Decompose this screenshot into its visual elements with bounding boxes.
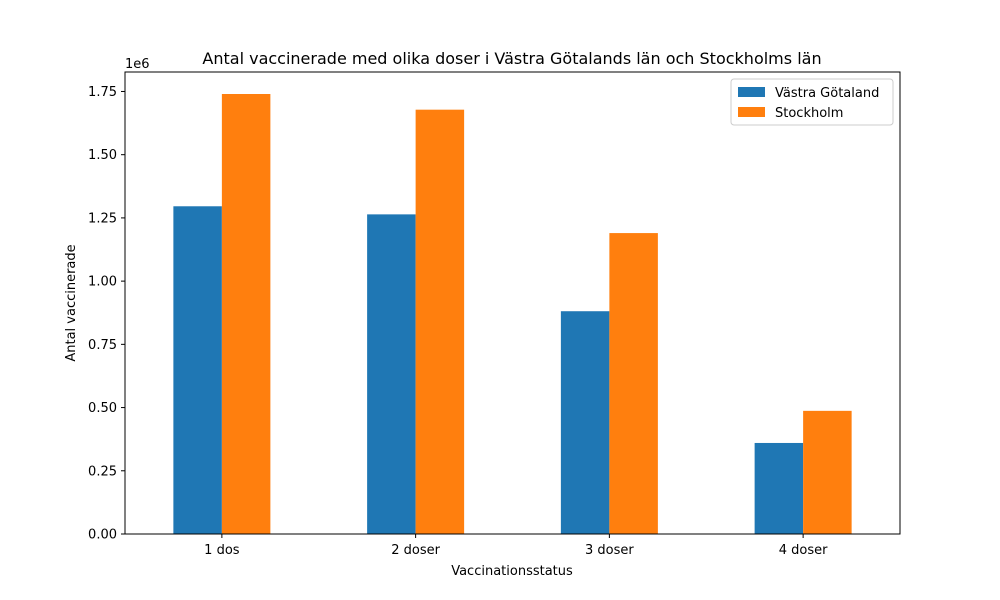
y-axis-label: Antal vaccinerade bbox=[64, 244, 79, 361]
plot-area: 1 dos 2 doser 3 doser 4 doser 0.00 0.25 0.50 0.… bbox=[88, 71, 901, 558]
bar-series2-cat1 bbox=[221, 94, 271, 534]
x-tick-label: 2 doser bbox=[391, 543, 440, 558]
axes-frame bbox=[124, 71, 901, 535]
bar-series2-cat2 bbox=[415, 109, 465, 534]
bar-series1-cat2 bbox=[367, 214, 416, 535]
bar-series1-cat1 bbox=[173, 206, 222, 534]
y-tick-label: 1.50 bbox=[88, 148, 117, 163]
x-axis-label: Vaccinationsstatus bbox=[451, 564, 573, 579]
bar-series2-cat3 bbox=[609, 233, 658, 535]
legend-label: Stockholm bbox=[775, 106, 843, 121]
x-tick-label: 4 doser bbox=[779, 543, 828, 558]
legend-box bbox=[730, 78, 894, 126]
legend-label: Västra Götaland bbox=[775, 86, 879, 101]
chart-title: Antal vaccinerade med olika doser i Väst… bbox=[202, 49, 821, 68]
y-tick-label: 1.00 bbox=[88, 275, 117, 290]
legend-swatch bbox=[738, 87, 765, 97]
y-axis-offset-label: 1e6 bbox=[125, 57, 150, 72]
y-tick-label: 0.25 bbox=[88, 464, 117, 479]
bar-series1-cat3 bbox=[560, 311, 610, 534]
y-tick-label: 0.50 bbox=[88, 401, 117, 416]
x-tick-label: 3 doser bbox=[585, 543, 634, 558]
y-tick-label: 1.25 bbox=[88, 211, 117, 226]
bar-series1-cat4 bbox=[754, 442, 804, 534]
legend: Västra Götaland Stockholm bbox=[730, 78, 894, 126]
x-tick-label: 1 dos bbox=[204, 543, 240, 558]
y-tick-label: 1.75 bbox=[88, 85, 117, 100]
y-tick-label: 0.75 bbox=[88, 338, 117, 353]
bar-series2-cat4 bbox=[803, 410, 852, 534]
y-tick-label: 0.00 bbox=[88, 528, 117, 543]
legend-swatch bbox=[738, 107, 765, 117]
